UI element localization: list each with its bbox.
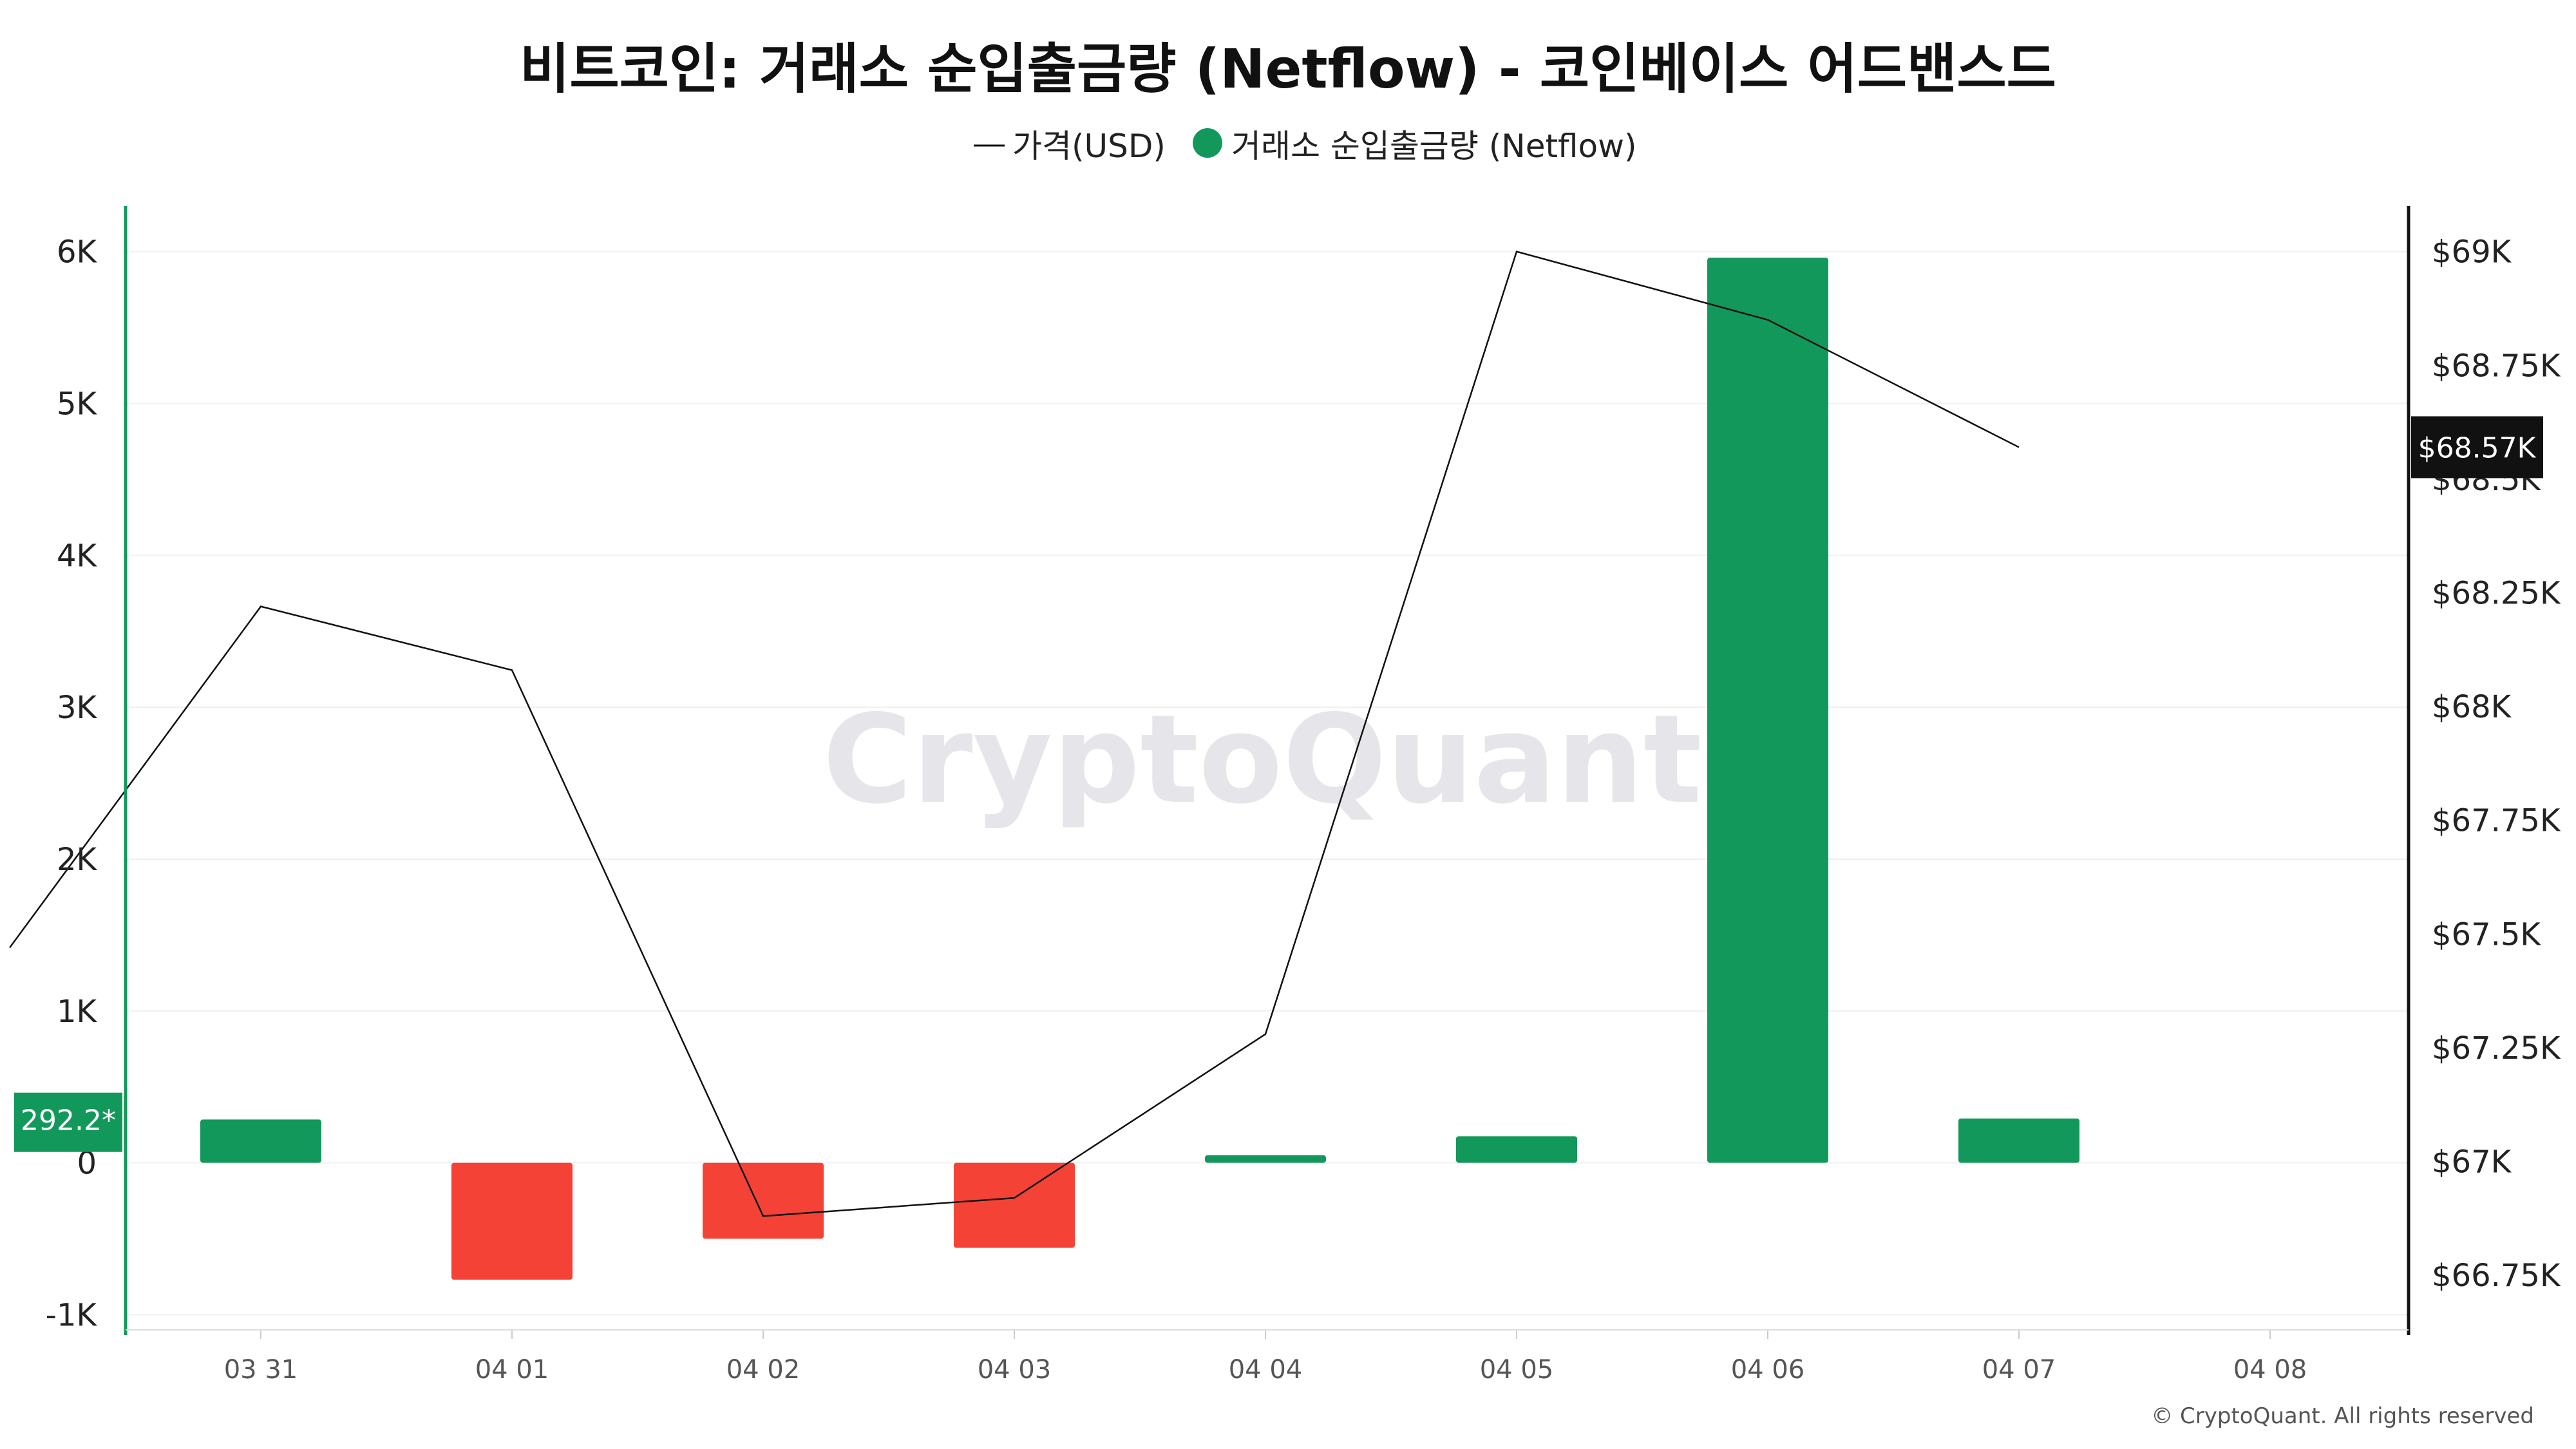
netflow-bar	[1205, 1155, 1326, 1163]
left-tick-label: 1K	[57, 994, 98, 1030]
left-tick-label: 2K	[57, 842, 98, 878]
right-value-badge-text: $68.57K	[2418, 431, 2537, 464]
right-tick-label: $67K	[2432, 1144, 2512, 1180]
left-tick-label: 4K	[57, 538, 98, 574]
right-tick-label: $67.25K	[2432, 1030, 2561, 1066]
x-tick-label: 04 07	[1982, 1355, 2056, 1385]
x-tick-label: 04 04	[1229, 1355, 1303, 1385]
chart-title: 비트코인: 거래소 순입출금량 (Netflow) - 코인베이스 어드밴스드	[520, 37, 2056, 100]
right-tick-label: $68.75K	[2432, 348, 2561, 384]
right-tick-label: $67.75K	[2432, 803, 2561, 839]
x-tick-label: 04 01	[475, 1355, 549, 1385]
legend-price-label: 가격(USD)	[1012, 128, 1166, 165]
copyright-text: © CryptoQuant. All rights reserved	[2151, 1403, 2534, 1429]
netflow-bar	[1707, 258, 1828, 1163]
netflow-bars	[200, 258, 2079, 1280]
left-value-badge-text: 292.2*	[21, 1104, 116, 1137]
left-tick-label: 5K	[57, 386, 98, 422]
left-value-badge	[14, 1092, 122, 1152]
right-tick-label: $69K	[2432, 234, 2512, 270]
left-tick-label: 3K	[57, 690, 98, 726]
netflow-bar	[1958, 1118, 2079, 1163]
netflow-bar	[1456, 1136, 1577, 1163]
netflow-bar	[200, 1119, 321, 1163]
x-tick-label: 04 08	[2233, 1355, 2307, 1385]
right-tick-label: $66.75K	[2432, 1258, 2561, 1294]
left-tick-label: -1K	[46, 1297, 98, 1333]
axes	[124, 206, 2410, 1339]
legend: 가격(USD) 거래소 순입출금량 (Netflow)	[974, 128, 1637, 165]
netflow-bar	[451, 1162, 573, 1280]
legend-dot-icon	[1193, 128, 1222, 158]
price-line-path	[8, 251, 2020, 1217]
x-tick-label: 04 06	[1731, 1355, 1805, 1385]
legend-netflow-label: 거래소 순입출금량 (Netflow)	[1231, 128, 1637, 165]
left-tick-label: 6K	[57, 234, 98, 270]
axis-labels: 6K5K4K3K2K1K0-1K$69K$68.75K$68.5K$68.25K…	[14, 234, 2561, 1385]
watermark: CryptoQuant	[822, 688, 1701, 831]
x-tick-label: 04 05	[1480, 1355, 1554, 1385]
netflow-bar	[703, 1162, 824, 1239]
x-tick-label: 04 02	[726, 1355, 800, 1385]
x-tick-label: 03 31	[224, 1355, 298, 1385]
price-line	[8, 251, 2020, 1217]
x-tick-label: 04 03	[978, 1355, 1052, 1385]
right-value-badge	[2411, 416, 2543, 478]
right-tick-label: $67.5K	[2432, 916, 2541, 952]
netflow-bar	[954, 1162, 1075, 1248]
right-tick-label: $68.25K	[2432, 576, 2561, 612]
grid-lines	[126, 251, 2409, 1316]
right-tick-label: $68K	[2432, 689, 2512, 725]
